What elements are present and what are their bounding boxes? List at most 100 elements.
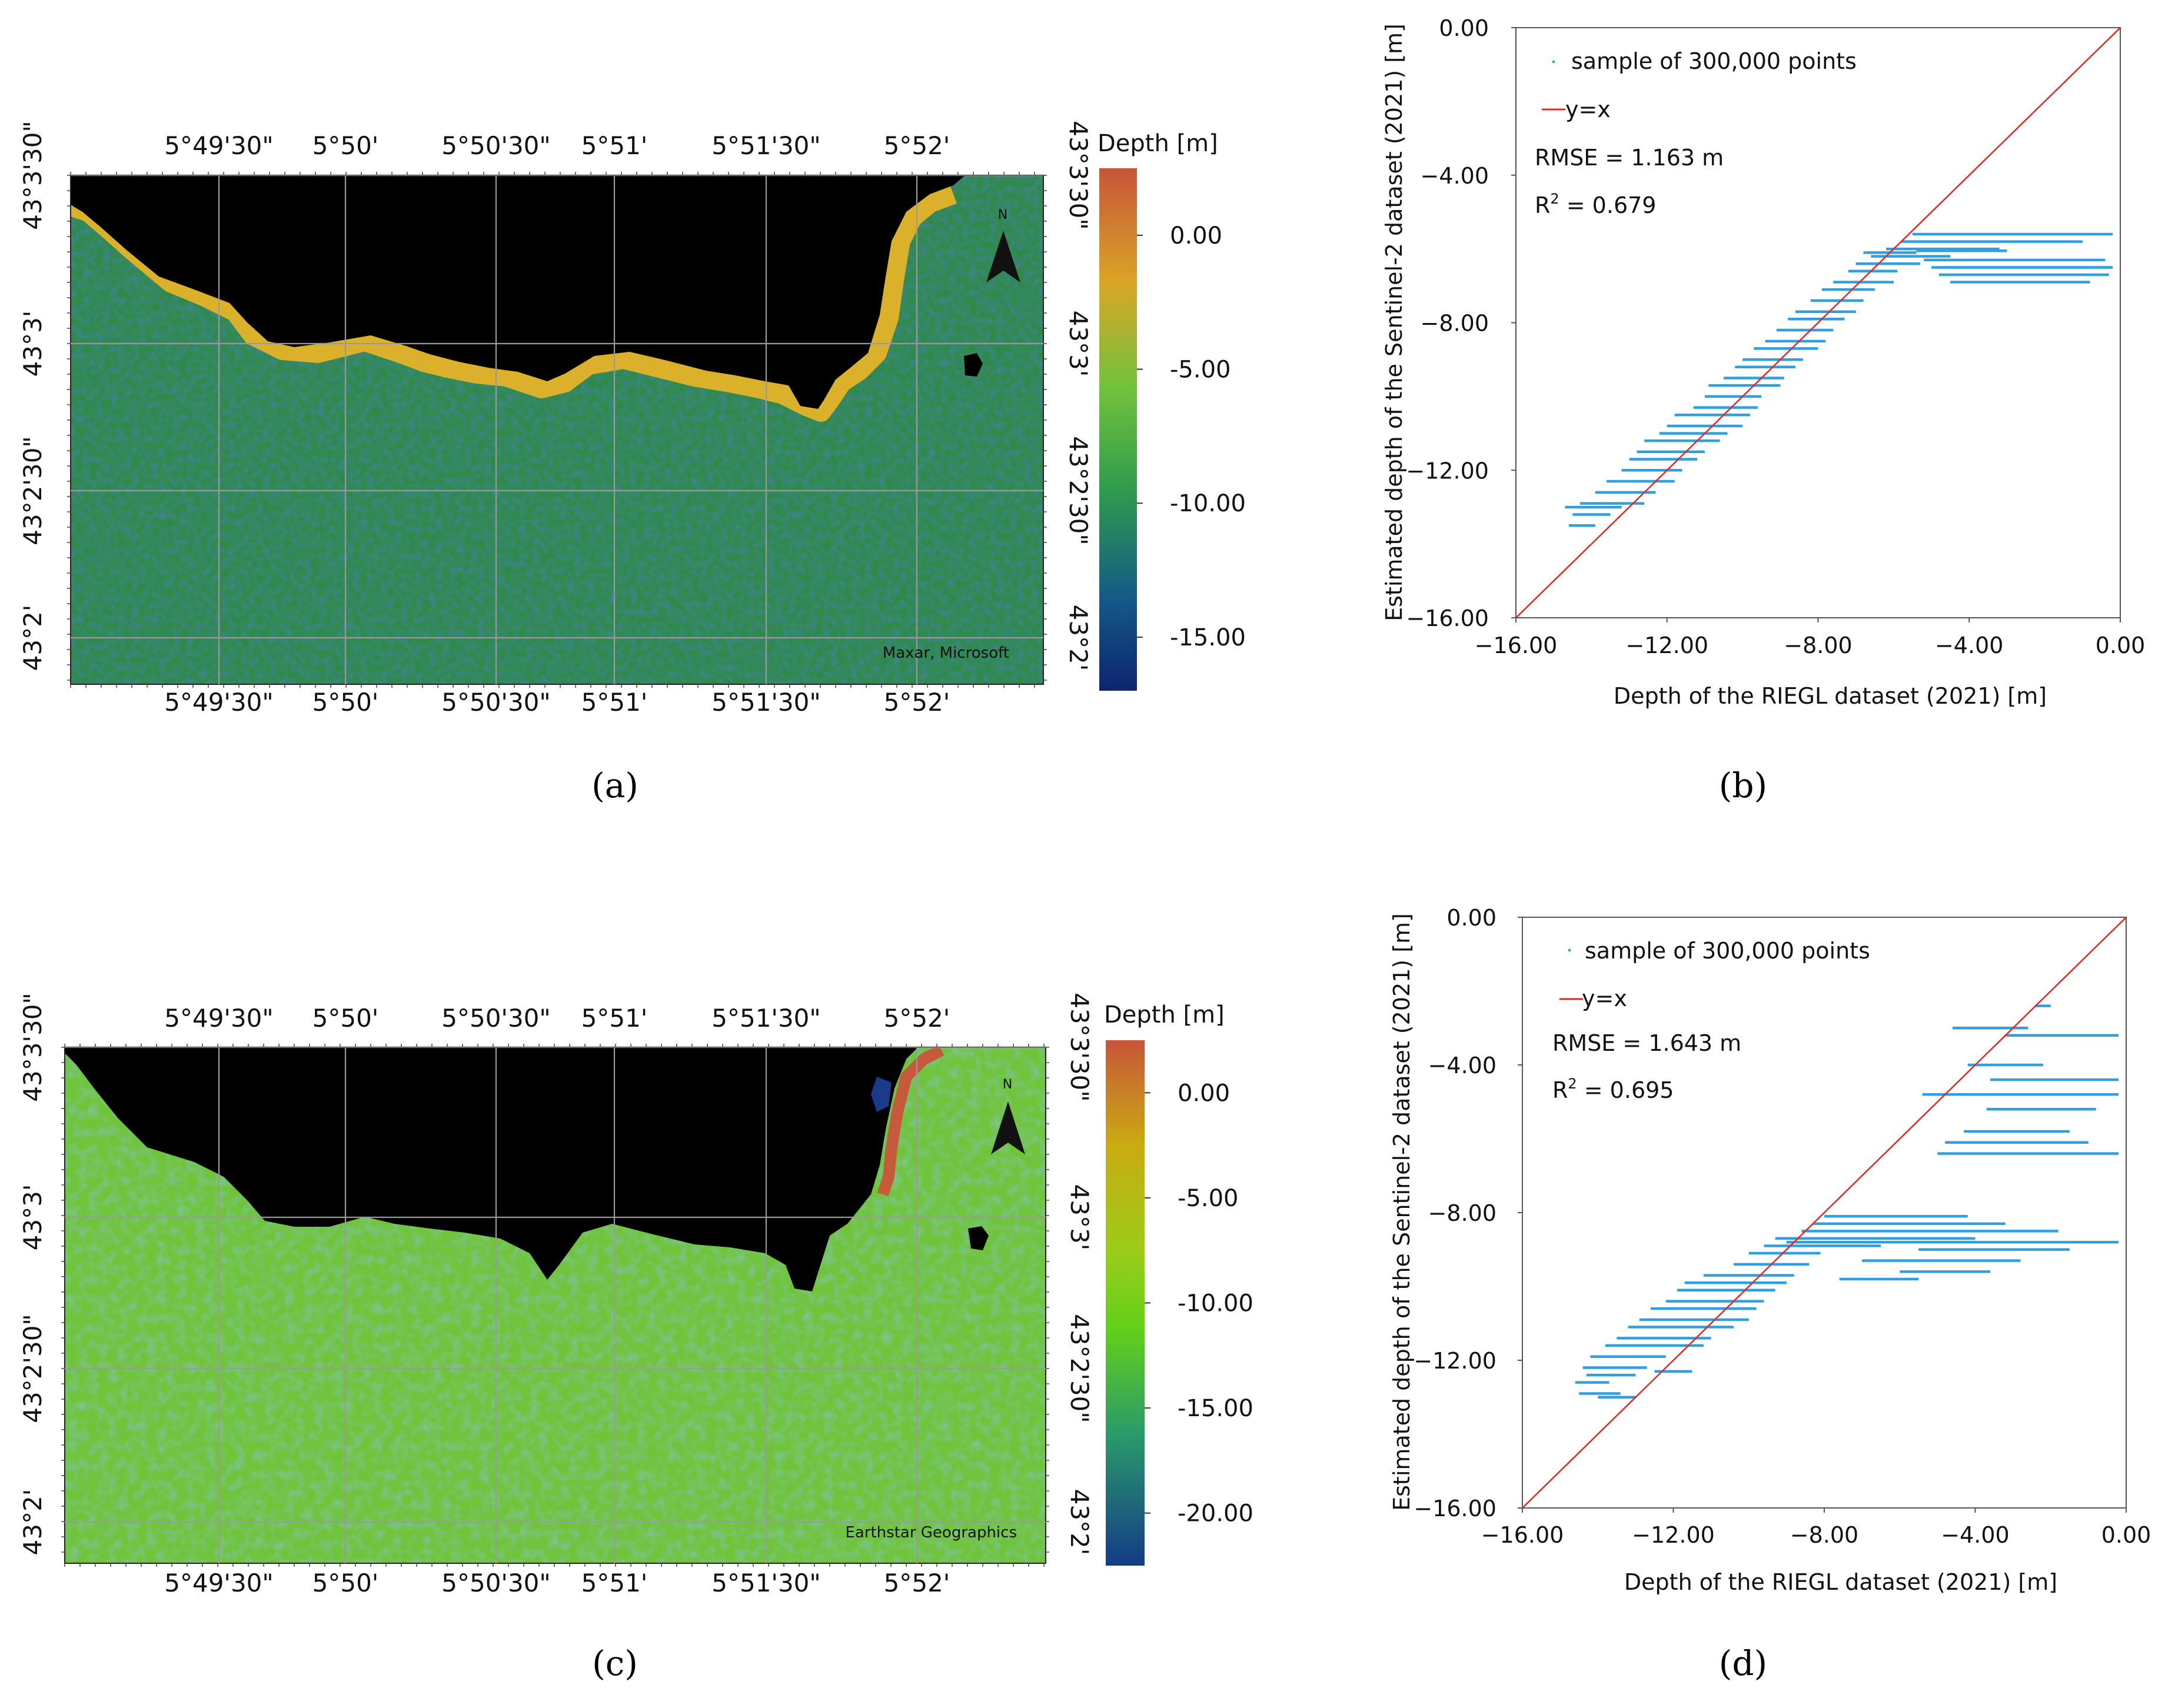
legend-marker-points bbox=[1552, 61, 1555, 63]
x-tick-label: −4.00 bbox=[1935, 632, 2003, 658]
latitude-label-right: 43°2' bbox=[1065, 1489, 1094, 1556]
longitude-label-bottom: 5°49'30" bbox=[164, 1569, 273, 1597]
colorbar-tick-label: -15.00 bbox=[1178, 1395, 1253, 1422]
latitude-label-left: 43°2' bbox=[18, 605, 47, 671]
coastal-shallows bbox=[71, 185, 957, 422]
rock-island bbox=[964, 353, 983, 377]
x-axis-label: Depth of the RIEGL dataset (2021) [m] bbox=[1624, 1569, 2057, 1595]
r2-annotation: R2 = 0.695 bbox=[1552, 1076, 1674, 1103]
latitude-label-left: 43°2'30" bbox=[18, 436, 47, 545]
y-tick-label: −12.00 bbox=[1406, 458, 1489, 484]
y-tick-label: −4.00 bbox=[1421, 163, 1489, 189]
longitude-label-top: 5°51'30" bbox=[711, 131, 820, 160]
latitude-label-right: 43°3' bbox=[1064, 311, 1093, 377]
latitude-label-right: 43°2' bbox=[1064, 605, 1093, 671]
north-arrow-icon bbox=[991, 1101, 1025, 1154]
y-axis-label: Estimated depth of the Sentinel-2 datase… bbox=[1381, 24, 1407, 621]
deep-patch bbox=[871, 1077, 892, 1112]
y-axis-label: Estimated depth of the Sentinel-2 datase… bbox=[1389, 913, 1415, 1511]
longitude-label-bottom: 5°52' bbox=[884, 1569, 950, 1597]
frame-ticks bbox=[67, 172, 1047, 688]
latitude-label-left: 43°3'30" bbox=[18, 121, 47, 229]
caption-b: (b) bbox=[1719, 765, 1767, 805]
map-a: 5°49'30" 5°50' 5°50'30" 5°51' 5°51'30" 5°52' 5… bbox=[18, 121, 1246, 805]
colorbar-ramp bbox=[1106, 1040, 1145, 1566]
colorbar-tick-label: 0.00 bbox=[1170, 222, 1222, 249]
colorbar-tick-label: -10.00 bbox=[1178, 1290, 1253, 1317]
north-arrow: N bbox=[991, 1077, 1025, 1154]
x-tick-label: −4.00 bbox=[1941, 1522, 2009, 1548]
colorbar-tick-label: -10.00 bbox=[1170, 490, 1246, 517]
legend-label-yx: y=x bbox=[1565, 96, 1611, 122]
map-c: 5°49'30" 5°50' 5°50'30" 5°51' 5°51'30" 5°52' 5… bbox=[18, 993, 1253, 1683]
land-mask bbox=[71, 175, 1043, 409]
legend-label-points: sample of 300,000 points bbox=[1585, 938, 1870, 964]
longitude-label-bottom: 5°50' bbox=[312, 1569, 379, 1597]
y-tick-label: −16.00 bbox=[1414, 1496, 1496, 1521]
latitude-label-left: 43°2'30" bbox=[18, 1314, 47, 1423]
scatter-d: −16.00 −12.00 −8.00 −4.00 0.00 0.00 −4.00 −8.00… bbox=[1389, 905, 2151, 1683]
colorbar-tick-label: -15.00 bbox=[1170, 624, 1246, 651]
latitude-label-right: 43°2'30" bbox=[1064, 436, 1093, 545]
x-tick-label: −8.00 bbox=[1790, 1522, 1858, 1548]
y-tick-label: 0.00 bbox=[1446, 905, 1496, 931]
longitude-label-bottom: 5°51'30" bbox=[711, 1569, 820, 1597]
longitude-label-bottom: 5°51'30" bbox=[711, 688, 820, 717]
identity-line bbox=[1522, 917, 2127, 1509]
coastal-shallows bbox=[877, 1047, 945, 1197]
latitude-label-right: 43°2'30" bbox=[1065, 1314, 1094, 1423]
colorbar: Depth [m] 0.00 -5.00 -10.00 -15.00 -20.00 bbox=[1104, 1001, 1253, 1566]
y-tick-label: −16.00 bbox=[1406, 605, 1489, 631]
y-tick-label: −12.00 bbox=[1414, 1348, 1496, 1374]
x-tick-label: 0.00 bbox=[2101, 1522, 2151, 1548]
latitude-label-left: 43°3' bbox=[18, 1184, 47, 1251]
longitude-label-top: 5°49'30" bbox=[164, 131, 273, 160]
north-label: N bbox=[998, 208, 1007, 222]
colorbar-tick-label: 0.00 bbox=[1178, 1080, 1230, 1107]
colorbar-tick-label: -5.00 bbox=[1170, 357, 1231, 384]
land-mask bbox=[65, 1047, 918, 1291]
legend-label-points: sample of 300,000 points bbox=[1571, 48, 1857, 74]
y-tick-label: −8.00 bbox=[1421, 311, 1489, 337]
y-tick-label: −4.00 bbox=[1428, 1053, 1496, 1078]
latitude-label-left: 43°3'30" bbox=[18, 993, 47, 1101]
latitude-label-left: 43°3' bbox=[18, 311, 47, 377]
longitude-label-top: 5°51' bbox=[581, 131, 648, 160]
longitude-label-top: 5°49'30" bbox=[164, 1004, 273, 1033]
x-tick-label: −16.00 bbox=[1481, 1522, 1564, 1548]
identity-line bbox=[1515, 27, 2121, 618]
colorbar-title: Depth [m] bbox=[1104, 1001, 1225, 1028]
longitude-label-top: 5°52' bbox=[884, 131, 950, 160]
north-arrow: N bbox=[986, 208, 1020, 282]
north-label: N bbox=[1003, 1077, 1012, 1092]
longitude-label-bottom: 5°49'30" bbox=[164, 688, 273, 717]
legend: sample of 300,000 points y=x bbox=[1559, 938, 1870, 1011]
y-tick-label: −8.00 bbox=[1428, 1200, 1496, 1226]
longitude-label-bottom: 5°50'30" bbox=[441, 1569, 550, 1597]
caption-c: (c) bbox=[592, 1643, 638, 1683]
longitude-label-bottom: 5°50'30" bbox=[441, 688, 550, 717]
longitude-label-bottom: 5°52' bbox=[884, 688, 950, 717]
longitude-label-bottom: 5°51' bbox=[581, 688, 648, 717]
legend-marker-points bbox=[1568, 949, 1571, 951]
longitude-label-top: 5°51' bbox=[581, 1004, 648, 1033]
rmse-annotation: RMSE = 1.163 m bbox=[1535, 145, 1724, 171]
longitude-label-top: 5°50' bbox=[312, 131, 379, 160]
graticule bbox=[65, 1047, 1046, 1563]
longitude-label-top: 5°51'30" bbox=[711, 1004, 820, 1033]
map-attribution: Maxar, Microsoft bbox=[883, 644, 1009, 662]
north-arrow-icon bbox=[986, 231, 1020, 282]
graticule bbox=[71, 175, 1043, 684]
y-tick-label: 0.00 bbox=[1439, 15, 1489, 41]
r2-annotation: R2 = 0.679 bbox=[1535, 191, 1656, 218]
frame-ticks bbox=[61, 1044, 1049, 1567]
colorbar: Depth [m] 0.00 -5.00 -10.00 -15.00 bbox=[1098, 130, 1246, 691]
colorbar-ramp bbox=[1099, 168, 1137, 691]
colorbar-tick-label: -5.00 bbox=[1178, 1185, 1239, 1212]
colorbar-title: Depth [m] bbox=[1098, 130, 1218, 157]
caption-d: (d) bbox=[1719, 1643, 1767, 1683]
rock-island bbox=[968, 1226, 989, 1250]
longitude-label-bottom: 5°50' bbox=[312, 688, 379, 717]
latitude-label-right: 43°3'30" bbox=[1065, 993, 1094, 1101]
